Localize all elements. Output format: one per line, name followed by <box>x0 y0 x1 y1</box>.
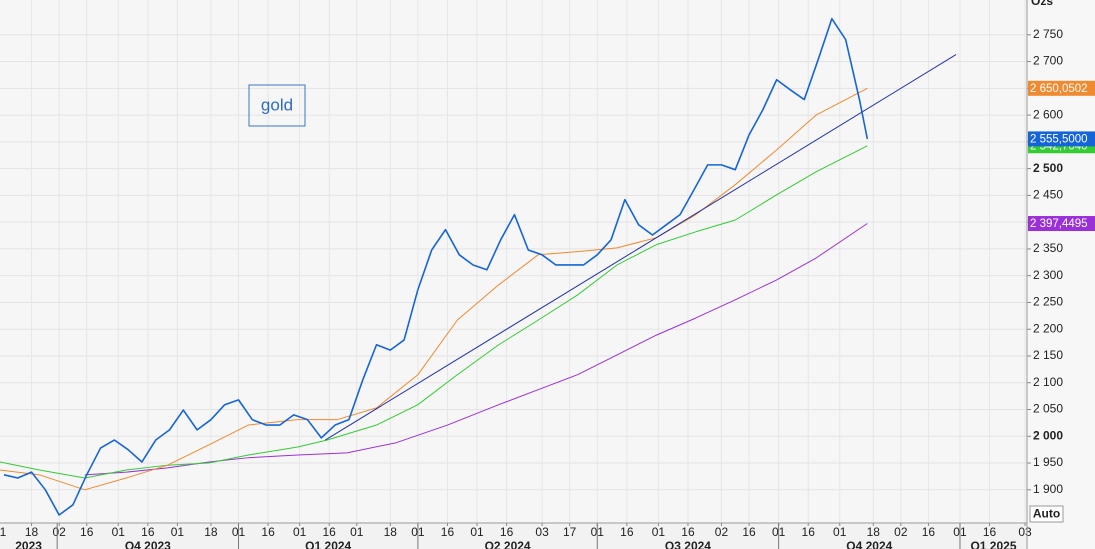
x-tick-label: 01 <box>470 525 484 539</box>
period-label: Q1 2024 <box>305 539 351 549</box>
x-tick-label: 1 <box>0 525 7 539</box>
x-tick-label: 02 <box>894 525 908 539</box>
series-line <box>3 17 869 516</box>
annotation: gold <box>261 95 293 114</box>
x-tick-label: 16 <box>802 525 816 539</box>
x-tick-label: 16 <box>141 525 155 539</box>
x-tick-label: 01 <box>112 525 126 539</box>
series-line <box>0 145 868 479</box>
series-lines <box>0 17 957 516</box>
x-tick-label: 18 <box>384 525 398 539</box>
y-tick-label: 2 200 <box>1033 321 1063 335</box>
x-tick-label: 16 <box>742 525 756 539</box>
x-tick-label: 16 <box>983 525 997 539</box>
end-value-label: 2 397,4495 <box>1030 218 1088 230</box>
period-label: Q4 2024 <box>846 539 892 549</box>
y-tick-label: 2 450 <box>1033 188 1063 202</box>
x-tick-label: 16 <box>323 525 337 539</box>
x-tick-label: 18 <box>204 525 218 539</box>
period-label: Q4 2023 <box>125 539 171 549</box>
y-tick-label: 2 500 <box>1033 161 1063 175</box>
x-tick-label: 16 <box>620 525 634 539</box>
x-tick-label: 18 <box>25 525 39 539</box>
end-value-box <box>1028 216 1095 232</box>
series-line <box>324 54 957 441</box>
x-tick-label: 01 <box>171 525 185 539</box>
y-axis-label: Ozs <box>1031 0 1053 8</box>
y-tick-label: 1 900 <box>1033 482 1063 496</box>
y-tick-label: 2 700 <box>1033 54 1063 68</box>
y-tick-label: 1 950 <box>1033 455 1063 469</box>
y-tick-label: 2 100 <box>1033 375 1063 389</box>
period-label: 2023 <box>15 539 42 549</box>
end-value-box <box>1028 80 1095 96</box>
period-label: Q3 2024 <box>665 539 711 549</box>
x-tick-label: 16 <box>681 525 695 539</box>
y-tick-label: 2 050 <box>1033 402 1063 416</box>
x-tick-label: 18 <box>867 525 881 539</box>
x-tick-label: 17 <box>563 525 577 539</box>
y-tick-label: 2 150 <box>1033 348 1063 362</box>
auto-button-label[interactable]: Auto <box>1033 507 1060 521</box>
x-tick-label: 02 <box>715 525 729 539</box>
x-tick-label: 16 <box>922 525 936 539</box>
x-tick-label: 03 <box>535 525 549 539</box>
x-tick-label: 16 <box>261 525 275 539</box>
y-tick-label: 2 600 <box>1033 107 1063 121</box>
period-label: Q2 2024 <box>485 539 531 549</box>
y-tick-label: 2 000 <box>1033 428 1063 442</box>
x-axis-band <box>0 523 1027 549</box>
end-value-box <box>1028 131 1095 147</box>
x-tick-label: 03 <box>1018 525 1032 539</box>
x-tick-label: 16 <box>500 525 514 539</box>
auto-button[interactable] <box>1029 505 1064 523</box>
y-tick-label: 2 250 <box>1033 295 1063 309</box>
grid <box>0 0 1027 523</box>
x-tick-label: 01 <box>293 525 307 539</box>
series-line <box>0 87 868 491</box>
y-tick-label: 2 350 <box>1033 241 1063 255</box>
period-label: Q1 2025 <box>970 539 1016 549</box>
end-value-label: 2 650,0502 <box>1030 83 1088 95</box>
y-tick-label: 2 750 <box>1033 27 1063 41</box>
x-tick-label: 01 <box>350 525 364 539</box>
x-tick-label: 16 <box>441 525 455 539</box>
y-tick-label: 2 300 <box>1033 268 1063 282</box>
x-tick-label: 01 <box>652 525 666 539</box>
annotation-box <box>248 84 306 127</box>
series-line <box>84 223 868 476</box>
end-value-label: 2 555,5000 <box>1030 133 1088 145</box>
x-tick-label: 01 <box>833 525 847 539</box>
x-tick-label: 02 <box>52 525 66 539</box>
x-tick-label: 16 <box>80 525 94 539</box>
